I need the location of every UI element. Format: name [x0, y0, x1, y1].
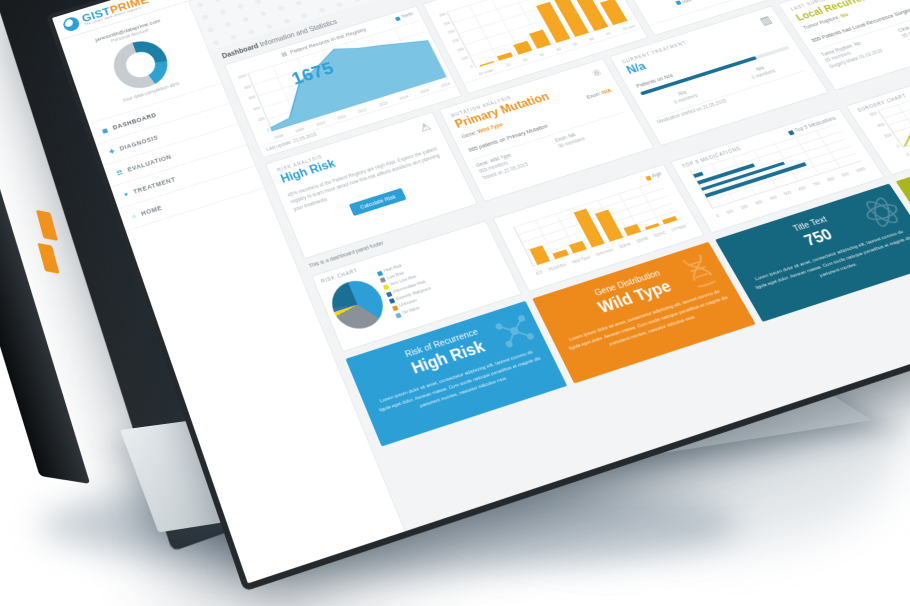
x-tick: SDHA	[618, 242, 633, 250]
y-tick: 200	[451, 38, 461, 44]
bar	[528, 29, 552, 49]
treatment-icon: ♥	[123, 190, 130, 198]
dashboard-grid: Dashboard Information and Statistics ▤ P…	[209, 0, 910, 463]
x-tick: 2015	[419, 88, 431, 95]
y-tick: 600	[248, 95, 257, 101]
x-tick: 2016	[440, 81, 452, 89]
x-tick: 900	[840, 172, 851, 179]
y-tick: 400	[876, 122, 886, 129]
logo-mark-icon	[61, 15, 81, 33]
x-tick: 300	[754, 199, 764, 207]
pie-legend: Male Female	[675, 0, 719, 6]
y-tick: 350	[438, 12, 447, 18]
dashboard-icon: ▦	[101, 126, 109, 135]
patient-records-card: ▤ Patient Records in the Registry Teeth …	[224, 5, 462, 159]
y-tick: 200	[257, 117, 266, 123]
x-tick: 10	[505, 63, 512, 69]
x-tick: 2013	[378, 101, 389, 108]
top-chart-row: ▤ Patient Records in the Registry Teeth …	[224, 0, 910, 159]
x-tick: Unknown	[595, 247, 615, 258]
main-content: Welcome User Name Interactive Dashboard …	[188, 0, 910, 533]
x-tick: 1000	[855, 166, 867, 174]
x-tick: OTHER	[670, 224, 688, 234]
x-tick: 2008	[273, 133, 285, 141]
home-icon: ⌂	[131, 212, 138, 220]
y-tick: 800	[243, 84, 252, 91]
exon-value: N/A	[600, 87, 613, 96]
diagnosis-icon: ✚	[108, 147, 116, 155]
x-tick: 200	[739, 204, 750, 211]
x-tick: 50	[572, 42, 579, 48]
x-tick: 0	[905, 152, 910, 158]
x-tick: 2011	[336, 114, 347, 121]
x-tick: 400	[768, 195, 779, 202]
sidebar-item-label: HOME	[140, 204, 164, 218]
bar	[497, 52, 514, 61]
x-tick: Wild Type	[571, 255, 592, 266]
legend-label: Male	[681, 0, 693, 5]
y-tick: 250	[447, 29, 456, 36]
x-tick: 0	[715, 213, 721, 219]
y-tick: 0	[469, 64, 474, 70]
y-tick: 400	[252, 106, 261, 112]
x-tick: 600	[797, 185, 808, 193]
app-body: janesmith@dataprime.com Personal Account…	[59, 0, 910, 584]
y-tick: 150	[456, 47, 465, 53]
y-tick: 300	[443, 21, 452, 27]
x-tick: 800	[826, 176, 836, 183]
x-tick: 20	[522, 57, 529, 63]
x-tick: 40	[555, 47, 562, 53]
x-tick: 2009	[294, 127, 306, 134]
bar	[513, 40, 533, 55]
x-tick: SDHC	[653, 230, 668, 239]
laptop-screen: GISTPRIME The smart data driven registry…	[52, 0, 910, 584]
x-tick: 700	[812, 181, 822, 188]
y-tick: 0	[895, 144, 901, 150]
y-tick: 100	[461, 55, 470, 62]
pie-series	[324, 274, 391, 335]
hinge-accent-1	[35, 209, 59, 241]
x-tick: PDGFRA	[547, 262, 568, 273]
x-tick: SDHB	[635, 236, 650, 245]
area-chart: 1000 800 600 400 200 0	[230, 17, 456, 147]
y-tick: 200	[883, 133, 894, 140]
y-tick: 0	[266, 128, 271, 133]
x-tick: 500	[783, 190, 793, 197]
bar	[479, 61, 494, 67]
legend-swatch	[394, 16, 401, 22]
x-tick: 100	[725, 209, 735, 216]
pie-legend: High Risk Low Risk Very Low Risk Interme…	[376, 258, 439, 320]
x-tick: 60	[588, 37, 596, 43]
legend-label: Teeth	[400, 11, 415, 20]
mini-label: Clear Margin: Yes	[897, 18, 910, 34]
y-tick: 1000	[237, 73, 248, 81]
legend-item: Male	[675, 0, 692, 6]
plot-area	[247, 20, 447, 132]
x-tick: 30	[538, 52, 546, 58]
dashboard-app: GISTPRIME The smart data driven registry…	[52, 0, 910, 584]
hinge-accent-2	[37, 242, 60, 274]
x-tick: 2010	[315, 120, 327, 128]
y-tick: 600	[869, 111, 879, 118]
x-tick: 70	[605, 31, 612, 37]
area-series	[247, 21, 447, 132]
x-tick: 2014	[399, 94, 410, 102]
x-tick: 2012	[357, 107, 368, 115]
x-tick: KIT	[535, 270, 545, 277]
chart-icon: ▤	[280, 50, 288, 58]
evaluation-icon: ☷	[115, 168, 124, 177]
